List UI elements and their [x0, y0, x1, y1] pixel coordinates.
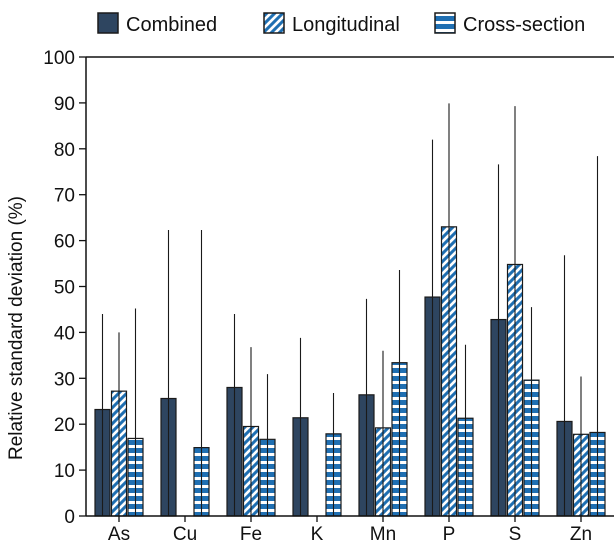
legend-label-combined: Combined — [126, 14, 217, 36]
x-tick-label: S — [509, 524, 522, 542]
legend: Combined Longitudinal Cross-section — [97, 12, 585, 36]
x-tick-label: Mn — [370, 524, 396, 542]
legend-label-longitudinal: Longitudinal — [292, 14, 400, 36]
legend-swatch-combined — [97, 12, 119, 34]
x-tick-label: Fe — [240, 524, 262, 542]
y-tick-label: 30 — [54, 369, 75, 390]
x-tick-label: Zn — [570, 524, 592, 542]
x-tick-label: As — [108, 524, 130, 542]
y-tick-label: 10 — [54, 461, 75, 482]
y-tick-label: 90 — [54, 94, 75, 115]
y-tick-label: 100 — [43, 48, 75, 69]
x-tick-label: K — [311, 524, 324, 542]
x-axis: As Cu Fe K Mn P S Zn — [108, 516, 592, 542]
legend-label-cross-section: Cross-section — [463, 14, 585, 36]
y-axis-label: Relative standard deviation (%) — [6, 196, 27, 460]
plot-frame — [85, 56, 614, 517]
y-tick-label: 0 — [64, 507, 75, 528]
x-tick-label: Cu — [173, 524, 197, 542]
x-tick-label: P — [443, 524, 456, 542]
y-tick-label: 80 — [54, 140, 75, 161]
y-tick-label: 70 — [54, 186, 75, 207]
y-tick-label: 60 — [54, 232, 75, 253]
plot-area — [94, 103, 606, 517]
y-axis: 0 10 20 30 40 50 60 70 80 90 100 — [43, 48, 86, 528]
y-tick-label: 20 — [54, 415, 75, 436]
legend-swatch-longitudinal — [263, 12, 285, 34]
legend-swatch-cross-section — [434, 12, 456, 34]
y-tick-label: 40 — [54, 323, 75, 344]
y-tick-label: 50 — [54, 278, 75, 299]
